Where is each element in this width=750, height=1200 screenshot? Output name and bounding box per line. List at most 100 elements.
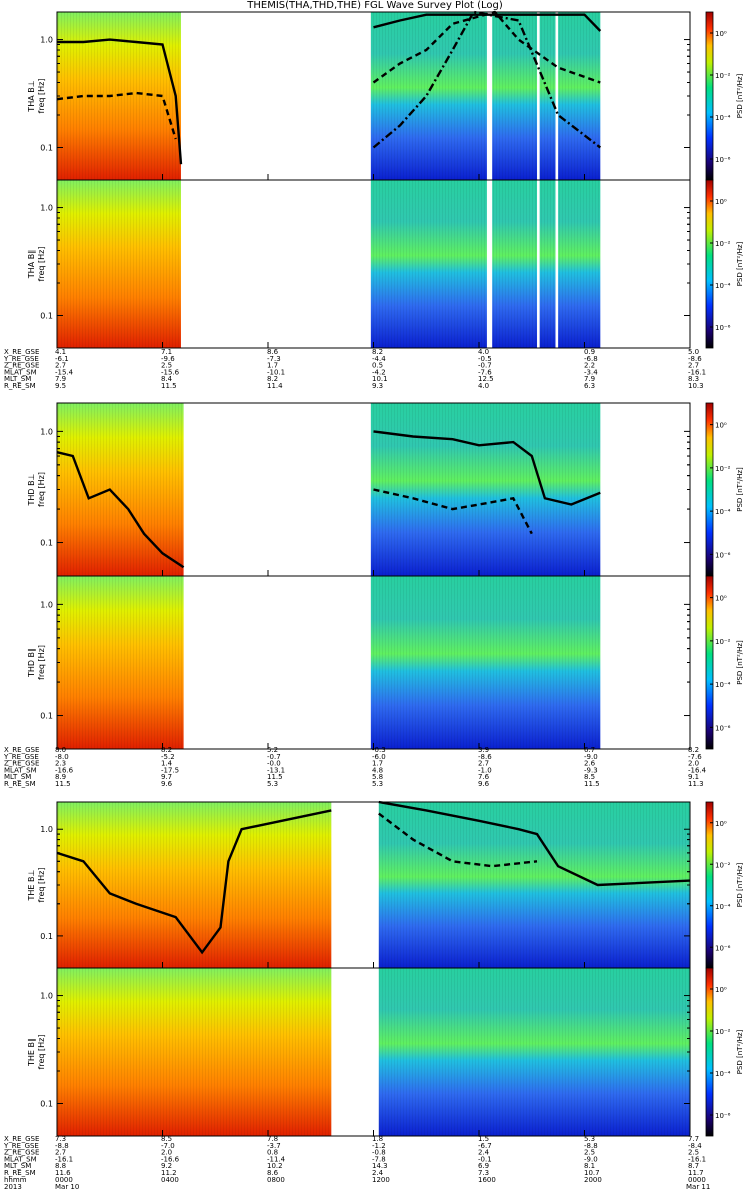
data-gap xyxy=(537,12,540,180)
ephemeris-value: -7.3 xyxy=(267,355,281,363)
colorbar-tick-label: 10⁻² xyxy=(715,861,731,869)
ephemeris-value: -15.4 xyxy=(55,368,74,376)
ephemeris-value: -8.8 xyxy=(584,1142,598,1150)
ephemeris-value: 5.8 xyxy=(372,773,383,781)
y-tick-label: 1.0 xyxy=(40,825,53,834)
ephemeris-value: 10.1 xyxy=(372,375,388,383)
ephemeris-label: Y_RE_GSE xyxy=(3,753,39,761)
ephemeris-value: -1.0 xyxy=(478,766,492,774)
date-end-label: Mar 11 xyxy=(686,1183,710,1191)
ephemeris-value: 9.6 xyxy=(478,780,490,788)
panel-probe-label: THA B∥ xyxy=(27,250,36,279)
data-gap xyxy=(486,180,493,348)
ephemeris-value: -0.8 xyxy=(372,1149,386,1157)
ephemeris-value: -7.6 xyxy=(478,368,492,376)
ephemeris-value: 2.0 xyxy=(161,1149,172,1157)
colorbar-tick-label: 10⁻² xyxy=(715,240,731,248)
colorbar-tick-label: 10⁻⁴ xyxy=(715,114,731,122)
ephemeris-value: 11.3 xyxy=(688,780,704,788)
ephemeris-value: -11.4 xyxy=(267,1155,286,1163)
colorbar xyxy=(705,575,714,750)
spectrogram-texture xyxy=(370,12,601,180)
ephemeris-value: -0.7 xyxy=(267,753,281,761)
ephemeris-value: 5.3 xyxy=(584,1135,595,1143)
ephemeris-label: MLT_SM xyxy=(4,375,31,383)
dotdash-curve xyxy=(372,10,602,149)
ephemeris-value: 5.3 xyxy=(267,780,278,788)
colorbar-tick-label: 10⁰ xyxy=(715,422,727,430)
ephemeris-value: 7.1 xyxy=(161,348,172,356)
ephemeris-value: 7.8 xyxy=(267,1135,278,1143)
ephemeris-value: -16.1 xyxy=(688,1155,706,1163)
ephemeris-value: -4.2 xyxy=(372,368,386,376)
ephemeris-value: 2.3 xyxy=(55,760,66,768)
ephemeris-value: 8.7 xyxy=(688,1162,699,1170)
ephemeris-value: 1.5 xyxy=(478,1135,489,1143)
ephemeris-value: 7.9 xyxy=(584,375,595,383)
ephemeris-value: 2.6 xyxy=(584,760,596,768)
ephemeris-value: -16.6 xyxy=(55,766,74,774)
ephemeris-value: 8.8 xyxy=(55,1162,66,1170)
ephemeris-value: 6.9 xyxy=(478,1162,489,1170)
colorbar-tick-label: 10⁰ xyxy=(715,198,727,206)
ephemeris-label: Y_RE_GSE xyxy=(3,1142,39,1150)
ephemeris-label: MLAT_SM xyxy=(4,368,37,376)
ephemeris-value: 7.9 xyxy=(55,375,66,383)
y-tick-label: 0.1 xyxy=(40,144,53,153)
spectrogram-texture xyxy=(57,576,184,749)
y-tick-label: 0.1 xyxy=(40,712,53,721)
ephemeris-label: R_RE_SM xyxy=(4,1169,36,1177)
colorbar xyxy=(705,11,714,181)
data-gap xyxy=(555,180,559,348)
ephemeris-label: X_RE_GSE xyxy=(4,746,39,754)
ephemeris-value: 3.9 xyxy=(478,746,489,754)
colorbar-tick-label: 10⁰ xyxy=(715,595,727,603)
panel-probe-label: THD B⊥ xyxy=(27,473,36,506)
ephemeris-value: 11.7 xyxy=(688,1169,704,1177)
ephemeris-value: -8.4 xyxy=(688,1142,702,1150)
spectrogram-texture xyxy=(378,968,690,1136)
ephemeris-value: -0.5 xyxy=(478,355,492,363)
freq-axis-label: freq [Hz] xyxy=(37,645,46,680)
ephemeris-value: 2.7 xyxy=(688,362,699,370)
ephemeris-value: 4.0 xyxy=(478,348,489,356)
solid-curve xyxy=(57,38,183,165)
ephemeris-value: 7.7 xyxy=(688,1135,699,1143)
solid-curve xyxy=(378,800,691,887)
ephemeris-value: 7.3 xyxy=(478,1169,489,1177)
ephemeris-label: Z_RE_GSE xyxy=(4,1149,39,1157)
date-start-label: Mar 10 xyxy=(55,1183,79,1191)
ephemeris-value: 5.0 xyxy=(688,348,699,356)
freq-axis-label: freq [Hz] xyxy=(37,868,46,903)
colorbar-tick-label: 10⁻⁴ xyxy=(715,282,731,290)
ephemeris-value: -16.6 xyxy=(161,1155,180,1163)
ephemeris-value: 0.5 xyxy=(372,362,383,370)
solid-curve xyxy=(56,451,185,569)
ephemeris-value: 8.2 xyxy=(161,746,172,754)
spectrogram-texture xyxy=(57,968,332,1136)
ephemeris-value: 9.7 xyxy=(161,773,172,781)
ephemeris-value: 2.5 xyxy=(584,1149,595,1157)
colorbar-tick-label: 10⁰ xyxy=(715,820,727,828)
ephemeris-label: X_RE_GSE xyxy=(4,348,39,356)
ephemeris-value: 8.4 xyxy=(161,375,173,383)
data-gap xyxy=(486,12,493,180)
ephemeris-value: -9.0 xyxy=(584,1155,598,1163)
ephemeris-value: 2.2 xyxy=(584,362,595,370)
ephemeris-value: 9.6 xyxy=(161,780,173,788)
ephemeris-value: 11.5 xyxy=(55,780,71,788)
ephemeris-label: MLAT_SM xyxy=(4,766,37,774)
ephemeris-value: -0.3 xyxy=(372,746,386,754)
ephemeris-value: -3.7 xyxy=(267,1142,281,1150)
colorbar-tick-label: 10⁻² xyxy=(715,465,731,473)
data-gap xyxy=(537,180,540,348)
colorbar-tick-label: 10⁻⁶ xyxy=(715,324,731,332)
ephemeris-value: -6.1 xyxy=(55,355,69,363)
colorbar-tick-label: 10⁻⁶ xyxy=(715,156,731,164)
ephemeris-value: 2.7 xyxy=(55,1149,66,1157)
ephemeris-value: 4.0 xyxy=(478,382,489,390)
solid-curve xyxy=(373,430,601,506)
colorbar-tick-label: 10⁻⁶ xyxy=(715,944,731,952)
ephemeris-value: 0.8 xyxy=(267,1149,278,1157)
time-tick-label: 1600 xyxy=(478,1176,496,1184)
